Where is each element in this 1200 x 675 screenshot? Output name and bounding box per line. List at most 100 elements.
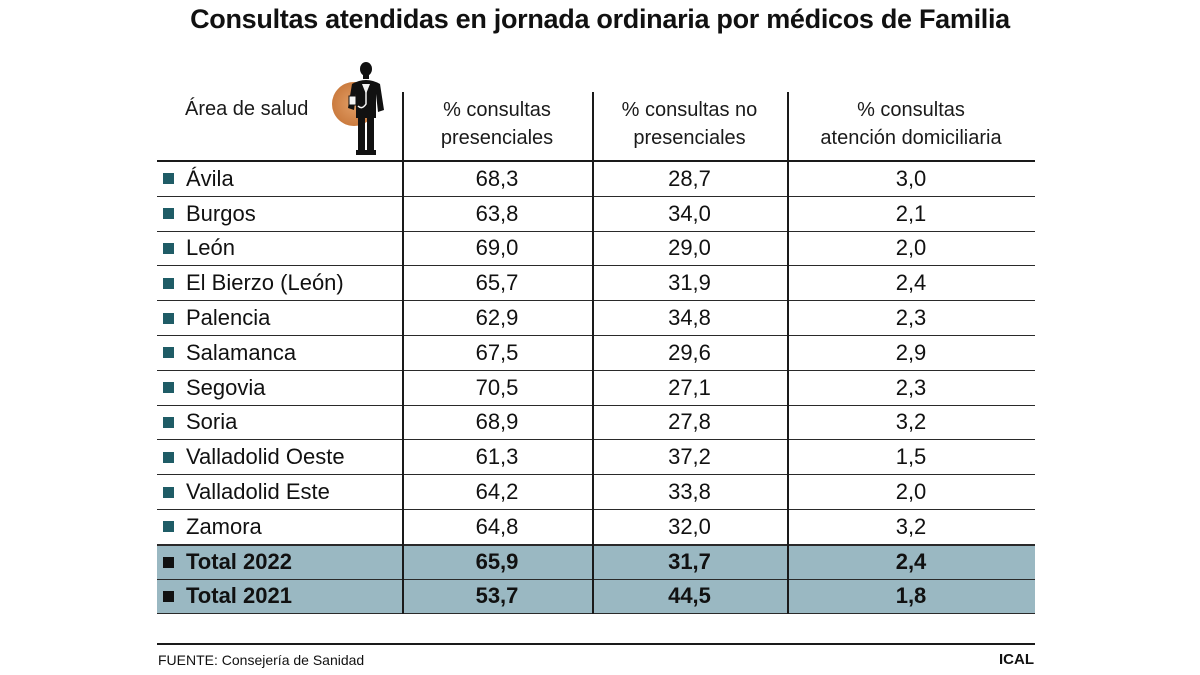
- column-divider: [592, 92, 594, 160]
- row-area-label: Valladolid Este: [186, 479, 330, 505]
- row-area-cell: León: [157, 232, 402, 266]
- row-area-cell: Total 2021: [157, 580, 402, 614]
- data-table: Área de salud: [157, 62, 1035, 615]
- cell-no-presenciales: 27,8: [668, 409, 711, 435]
- cell-no-presenciales: 37,2: [668, 444, 711, 470]
- cell-domiciliaria: 2,3: [895, 374, 927, 400]
- square-bullet-icon: [163, 208, 174, 220]
- cell-no-presenciales: 29,6: [668, 339, 711, 365]
- row-area-cell: Salamanca: [157, 336, 402, 370]
- source-note: FUENTE: Consejería de Sanidad: [158, 652, 365, 668]
- cell-domiciliaria: 3,2: [895, 409, 927, 435]
- table-header: Área de salud: [157, 62, 1035, 162]
- cell-domiciliaria: 2,9: [895, 339, 927, 365]
- row-area-label: Burgos: [186, 200, 256, 226]
- square-bullet-icon: [163, 486, 174, 498]
- cell-domiciliaria: 3,0: [895, 165, 927, 191]
- page-title: Consultas atendidas en jornada ordinaria…: [190, 4, 1010, 34]
- cell-no-presenciales: 28,7: [668, 165, 711, 191]
- cell-domiciliaria: 2,4: [895, 549, 927, 575]
- column-divider: [402, 92, 404, 160]
- header-presenciales: % consultas presenciales: [440, 99, 554, 149]
- square-bullet-icon: [163, 347, 174, 359]
- row-area-label: León: [186, 235, 235, 261]
- square-bullet-icon: [163, 590, 174, 602]
- header-area: Área de salud: [185, 98, 309, 120]
- cell-domiciliaria: 1,8: [895, 583, 927, 609]
- cell-no-presenciales: 34,0: [668, 200, 711, 226]
- cell-no-presenciales: 31,9: [668, 270, 711, 296]
- square-bullet-icon: [163, 521, 174, 533]
- cell-presenciales: 62,9: [475, 305, 519, 331]
- cell-no-presenciales: 29,0: [668, 235, 711, 261]
- table-row: El Bierzo (León) 65,7 31,9 2,4: [157, 266, 1035, 302]
- cell-no-presenciales: 32,0: [668, 513, 711, 539]
- row-area-cell: Valladolid Este: [157, 475, 402, 509]
- table-row: Ávila 68,3 28,7 3,0: [157, 162, 1035, 197]
- cell-presenciales: 64,2: [475, 479, 519, 505]
- cell-domiciliaria: 2,1: [895, 200, 927, 226]
- row-area-cell: Zamora: [157, 510, 402, 544]
- row-area-label: Salamanca: [186, 339, 297, 365]
- cell-no-presenciales: 27,1: [668, 374, 711, 400]
- cell-presenciales: 65,9: [475, 549, 519, 575]
- header-no-presenciales: % consultas no presenciales: [621, 99, 758, 149]
- table-row: Segovia 70,5 27,1 2,3: [157, 371, 1035, 406]
- row-area-cell: Ávila: [157, 162, 402, 196]
- row-area-label: Ávila: [186, 165, 234, 191]
- table-row: Zamora 64,8 32,0 3,2: [157, 510, 1035, 545]
- table-row: Valladolid Este 64,2 33,8 2,0: [157, 475, 1035, 510]
- cell-domiciliaria: 2,4: [895, 270, 927, 296]
- square-bullet-icon: [163, 451, 174, 463]
- row-area-label: Zamora: [186, 513, 262, 539]
- square-bullet-icon: [163, 416, 174, 428]
- cell-domiciliaria: 1,5: [895, 444, 927, 470]
- header-domiciliaria: % consultas atención domiciliaria: [820, 99, 1002, 149]
- table-row: Valladolid Oeste 61,3 37,2 1,5: [157, 440, 1035, 476]
- cell-presenciales: 64,8: [475, 513, 519, 539]
- cell-no-presenciales: 33,8: [668, 479, 711, 505]
- square-bullet-icon: [163, 277, 174, 289]
- table-row: Burgos 63,8 34,0 2,1: [157, 197, 1035, 232]
- footer-divider: [157, 643, 1035, 645]
- row-area-label: El Bierzo (León): [186, 270, 344, 296]
- table-row: León 69,0 29,0 2,0: [157, 232, 1035, 267]
- cell-presenciales: 63,8: [475, 200, 519, 226]
- row-area-cell: Total 2022: [157, 546, 402, 579]
- cell-presenciales: 70,5: [475, 374, 519, 400]
- cell-no-presenciales: 44,5: [668, 583, 711, 609]
- cell-presenciales: 68,3: [475, 165, 519, 191]
- cell-presenciales: 67,5: [475, 339, 519, 365]
- cell-no-presenciales: 34,8: [668, 305, 711, 331]
- row-area-cell: Palencia: [157, 301, 402, 335]
- row-area-label: Total 2022: [186, 549, 292, 575]
- column-divider: [787, 92, 789, 160]
- row-area-cell: Soria: [157, 406, 402, 440]
- total-row: Total 2021 53,7 44,5 1,8: [157, 579, 1035, 615]
- row-area-cell: Valladolid Oeste: [157, 440, 402, 474]
- cell-domiciliaria: 2,0: [895, 235, 927, 261]
- row-area-cell: Segovia: [157, 371, 402, 405]
- square-bullet-icon: [163, 173, 174, 185]
- doctor-figure-icon: [332, 62, 384, 155]
- row-area-label: Palencia: [186, 305, 271, 331]
- cell-domiciliaria: 3,2: [895, 513, 927, 539]
- column-divider: [402, 162, 404, 615]
- square-bullet-icon: [163, 556, 174, 568]
- credit-label: ICAL: [999, 651, 1034, 668]
- column-divider: [592, 162, 594, 615]
- row-area-label: Total 2021: [186, 583, 292, 609]
- table-body: Ávila 68,3 28,7 3,0 Burgos 63,8 34,0 2,1 León 69,…: [157, 162, 1035, 615]
- row-area-label: Soria: [186, 409, 238, 435]
- row-area-label: Segovia: [186, 374, 266, 400]
- row-area-cell: Burgos: [157, 197, 402, 231]
- square-bullet-icon: [163, 382, 174, 394]
- square-bullet-icon: [163, 312, 174, 324]
- table-row: Salamanca 67,5 29,6 2,9: [157, 336, 1035, 371]
- square-bullet-icon: [163, 242, 174, 254]
- cell-presenciales: 53,7: [475, 583, 519, 609]
- cell-domiciliaria: 2,0: [895, 479, 927, 505]
- cell-presenciales: 68,9: [475, 409, 519, 435]
- column-divider: [787, 162, 789, 615]
